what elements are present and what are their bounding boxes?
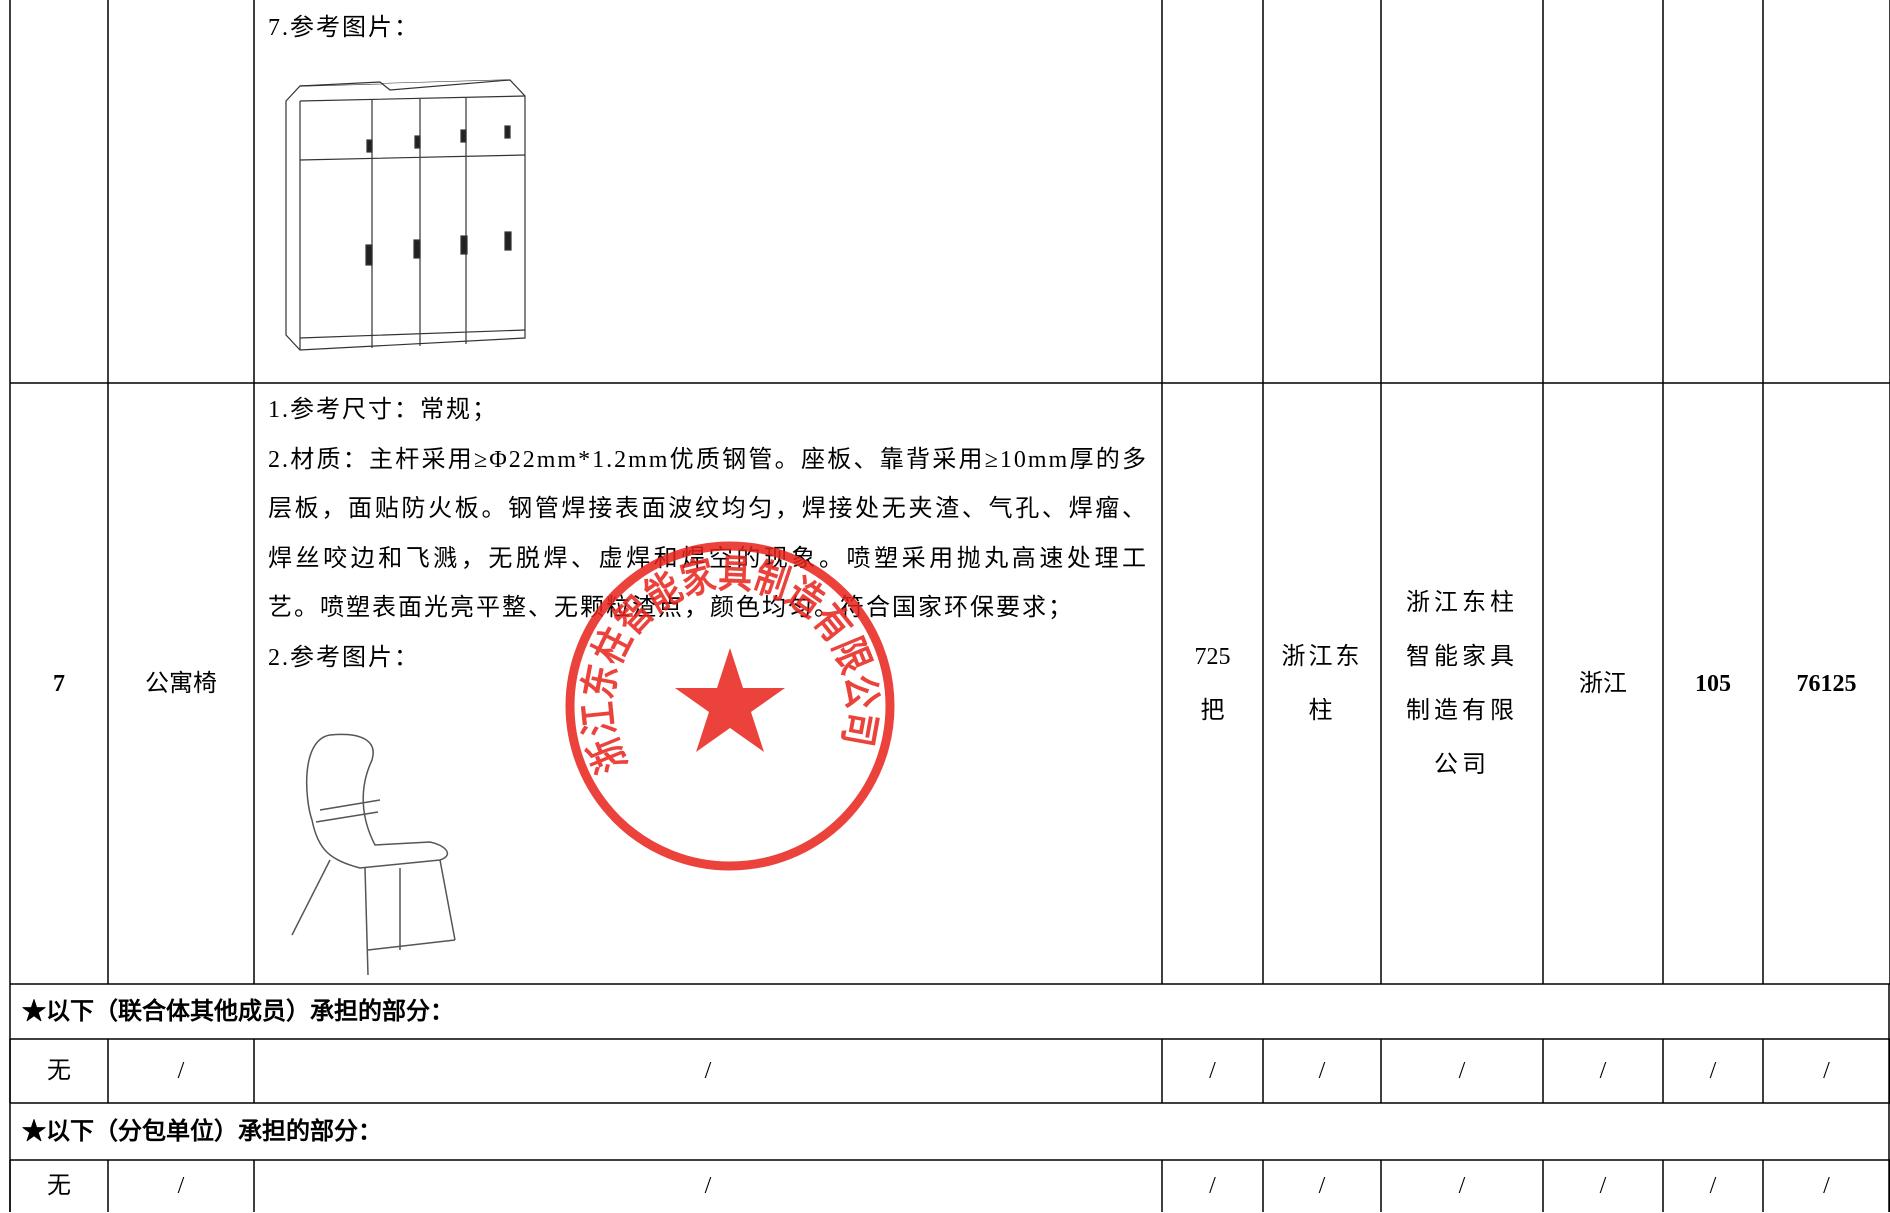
brand: 浙江东柱 bbox=[1281, 643, 1363, 724]
cabinet-image bbox=[285, 79, 526, 351]
section-cell: / bbox=[1823, 1173, 1830, 1199]
description-paragraph: 2.材质：主杆采用≥Φ22mm*1.2mm优质钢管。座板、靠背采用≥10mm厚的… bbox=[268, 446, 1148, 622]
section-cell: / bbox=[1823, 1058, 1830, 1084]
section-cell: / bbox=[1318, 1058, 1326, 1084]
quantity: 725 把 bbox=[1194, 643, 1231, 724]
section-cell: / bbox=[1458, 1058, 1466, 1084]
product-name: 公寓椅 bbox=[145, 670, 217, 697]
description: 7.参考图片： bbox=[254, 4, 1162, 64]
section-cell: / bbox=[1599, 1173, 1607, 1199]
section-heading: ★以下（分包单位）承担的部分： bbox=[22, 1118, 382, 1145]
section-cell: / bbox=[177, 1173, 185, 1199]
section-cell: 无 bbox=[47, 1173, 71, 1199]
description-paragraph: 2.参考图片： bbox=[268, 644, 420, 671]
section-cell: / bbox=[1209, 1173, 1216, 1199]
description: 1.参考尺寸：常规； 2.材质：主杆采用≥Φ22mm*1.2mm优质钢管。座板、靠… bbox=[254, 386, 1162, 984]
section-cell: / bbox=[1458, 1173, 1466, 1199]
stamp-ring bbox=[565, 541, 895, 871]
section-cell: / bbox=[1709, 1173, 1717, 1199]
stamp-star bbox=[675, 648, 785, 752]
section-cell: / bbox=[1709, 1058, 1717, 1084]
section-cell: / bbox=[1599, 1058, 1607, 1084]
row-number: 7 bbox=[53, 670, 65, 697]
section-cell: / bbox=[177, 1058, 185, 1084]
section-heading: ★以下（联合体其他成员）承担的部分： bbox=[22, 998, 454, 1025]
total-price: 76125 bbox=[1796, 670, 1857, 697]
description-line: 7.参考图片： bbox=[268, 15, 420, 41]
manufacturer: 浙江东柱智能家具制造有限公司 bbox=[1406, 589, 1518, 778]
section-cell: / bbox=[1318, 1173, 1326, 1199]
section-cell: / bbox=[1209, 1058, 1216, 1084]
description-paragraph: 1.参考尺寸：常规； bbox=[268, 397, 498, 423]
section-cell: / bbox=[704, 1173, 712, 1199]
origin: 浙江 bbox=[1579, 670, 1627, 697]
section-cell: 无 bbox=[47, 1058, 71, 1084]
unit-price: 105 bbox=[1695, 670, 1731, 697]
chair-image bbox=[291, 733, 456, 976]
section-cell: / bbox=[704, 1058, 712, 1084]
